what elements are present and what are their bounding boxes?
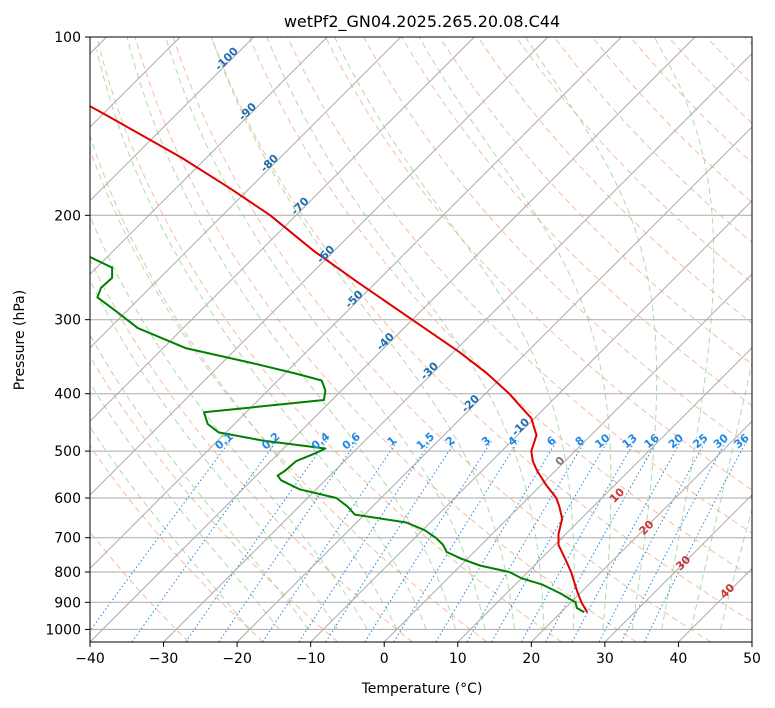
dry-adiabat-line	[325, 37, 752, 491]
moist-adiabat-line	[418, 37, 612, 630]
x-tick-label: −30	[149, 651, 179, 667]
isotherm-line	[90, 37, 475, 423]
x-tick-label: 50	[743, 651, 761, 667]
y-tick-label: 800	[54, 565, 81, 581]
plot-frame	[89, 36, 753, 643]
moist-adiabat-line	[719, 507, 752, 630]
background-lines	[90, 37, 752, 642]
mixing-ratio-line	[571, 440, 682, 642]
isotherm-line	[90, 37, 402, 349]
y-tick-label: 1000	[45, 622, 81, 638]
dry-adiabat-line	[96, 37, 562, 642]
isotherm-line	[90, 37, 328, 275]
dry-adiabat-line	[210, 37, 752, 623]
y-tick-label: 200	[54, 208, 81, 224]
mixing-ratio-line	[364, 440, 493, 642]
dry-adiabat-line	[90, 355, 339, 642]
x-tick-label: 20	[522, 651, 540, 667]
mixing-ratio-line	[298, 440, 432, 642]
mixing-ratio-line	[466, 440, 586, 642]
moist-adiabat-line	[690, 360, 752, 630]
isotherm-line	[90, 37, 255, 202]
moist-adiabat-line	[211, 37, 515, 630]
y-axis: 1000 900 800 700 600 500 400 300 200 100	[45, 30, 90, 638]
isotherm-line	[90, 37, 549, 496]
y-tick-label: 700	[54, 531, 81, 547]
moist-adiabat-line	[90, 214, 368, 630]
isotherm-line	[90, 37, 696, 642]
dry-adiabat-line	[90, 445, 264, 642]
dry-adiabat-line	[286, 37, 752, 534]
moist-adiabat-line	[126, 37, 457, 630]
isotherm-line	[310, 199, 752, 642]
isotherm-line	[604, 494, 752, 642]
isotherm-line	[236, 126, 752, 642]
y-tick-label: 500	[54, 444, 81, 460]
x-tick-label: 30	[596, 651, 614, 667]
x-tick-label: 10	[449, 651, 467, 667]
moist-adiabat-line	[90, 333, 309, 630]
mixing-ratio-line	[435, 440, 558, 642]
moist-adiabat-line	[165, 37, 486, 630]
dry-adiabat-line	[248, 37, 752, 578]
moist-adiabat-line	[90, 279, 339, 630]
mixing-ratio-line	[131, 440, 278, 642]
dry-adiabat-line	[172, 37, 712, 642]
grid	[90, 37, 752, 642]
x-tick-label: 40	[670, 651, 688, 667]
isotherm-line	[90, 37, 622, 570]
mixing-ratio-line	[643, 440, 748, 642]
moist-adiabat-line	[653, 37, 715, 630]
y-tick-label: 300	[54, 313, 81, 329]
temperature-line	[90, 105, 589, 613]
mixing-ratio-line	[325, 440, 457, 642]
x-axis: −40 −30 −20 −10 0 10 20 30 40 50	[75, 642, 761, 667]
moist-adiabat-line	[524, 37, 658, 630]
mixing-ratio-line	[262, 440, 399, 642]
x-tick-label: −20	[222, 651, 252, 667]
y-tick-label: 600	[54, 491, 81, 507]
moist-adiabat-line	[90, 382, 280, 630]
x-tick-label: −40	[75, 651, 105, 667]
x-tick-label: −10	[296, 651, 326, 667]
y-tick-label: 400	[54, 387, 81, 403]
moist-adiabat-line	[90, 134, 398, 630]
moist-adiabat-line	[96, 49, 427, 630]
moist-adiabat-line	[266, 37, 545, 630]
data-series	[90, 105, 589, 614]
mixing-ratio-line	[491, 440, 609, 642]
y-tick-label: 900	[54, 595, 81, 611]
x-axis-title: Temperature (°C)	[361, 681, 483, 697]
mixing-ratio-line	[90, 440, 231, 632]
mixing-ratio-line	[218, 440, 358, 642]
dewpoint-line	[90, 255, 585, 614]
isotherm-line	[163, 52, 752, 642]
x-tick-label: 0	[380, 651, 389, 667]
dry-adiabat-line	[90, 258, 413, 642]
moist-adiabat-line	[334, 37, 575, 630]
y-tick-label: 100	[54, 30, 81, 46]
chart-title: wetPf2_GN04.2025.265.20.08.C44	[284, 12, 560, 32]
isotherm-line	[383, 273, 752, 642]
y-axis-title: Pressure (hPa)	[12, 290, 28, 390]
isotherm-line	[530, 420, 752, 642]
mixing-ratio-line	[545, 440, 658, 642]
